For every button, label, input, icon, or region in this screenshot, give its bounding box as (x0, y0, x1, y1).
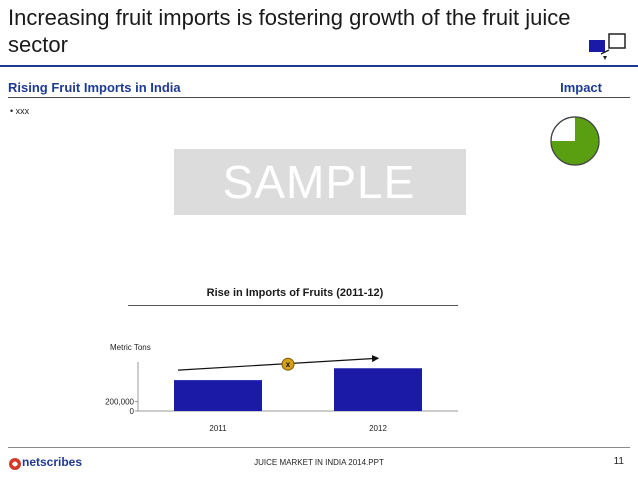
bar-2011 (174, 380, 262, 411)
section-divider (8, 97, 630, 98)
impact-harvey-ball-icon (550, 116, 600, 166)
growth-marker-label: x (286, 360, 291, 369)
chart-title-underline (128, 305, 458, 306)
impact-fill (551, 117, 599, 165)
netscribes-logo-icon (9, 458, 21, 470)
chart-title: Rise in Imports of Fruits (2011-12) (206, 287, 384, 299)
y-axis-label: Metric Tons (110, 343, 151, 352)
growth-marker (281, 357, 295, 371)
y-tick-label: 200,000 (105, 398, 134, 407)
growth-arrow (177, 355, 380, 371)
impact-heading: Impact (560, 80, 602, 95)
bullet-text: • xxx (10, 106, 30, 116)
presentation-icon (589, 33, 626, 60)
watermark-text: SAMPLE (222, 156, 416, 208)
y-tick-label: 0 (130, 407, 135, 416)
section-heading: Rising Fruit Imports in India (8, 80, 181, 95)
slide-title: Increasing fruit imports is fostering gr… (8, 5, 571, 57)
logo-text: netscribes (22, 455, 83, 469)
watermark-box (174, 149, 466, 215)
x-tick-label: 2011 (209, 424, 227, 433)
bar-2012 (334, 368, 422, 411)
x-tick-label: 2012 (369, 424, 387, 433)
footer-title: JUICE MARKET IN INDIA 2014.PPT (254, 458, 384, 467)
page-number: 11 (613, 456, 624, 467)
footer-divider (8, 447, 630, 448)
title-divider (0, 65, 638, 67)
